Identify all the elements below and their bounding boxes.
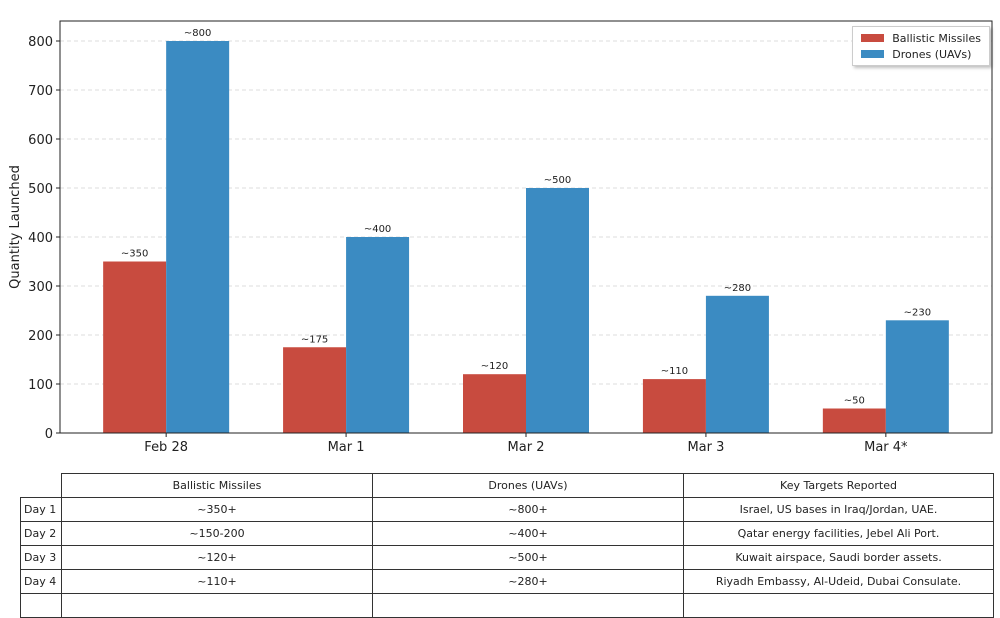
data-label: ~175 — [301, 334, 328, 345]
data-label: ~50 — [844, 396, 865, 407]
x-tick-label: Feb 28 — [144, 440, 188, 455]
legend-item-drones: Drones (UAVs) — [861, 46, 981, 62]
row-header: Day 3 — [20, 545, 62, 570]
legend-item-ballistic: Ballistic Missiles — [861, 30, 981, 46]
bar-ballistic — [463, 374, 526, 433]
row-header: Day 1 — [20, 497, 62, 522]
bar-drones — [705, 295, 769, 433]
table-header: Ballistic Missiles — [61, 473, 373, 498]
plot-frame — [59, 20, 993, 434]
legend-label: Drones (UAVs) — [892, 47, 972, 61]
table-cell: ~120+ — [61, 545, 373, 570]
table-cell: ~500+ — [372, 545, 684, 570]
bar-ballistic — [642, 379, 706, 433]
bar-drones — [166, 41, 230, 433]
bar-ballistic — [103, 261, 167, 433]
y-tick-label: 400 — [28, 231, 53, 246]
table-cell: ~110+ — [61, 569, 373, 594]
y-tick-label: 100 — [28, 378, 53, 393]
table-cell: Kuwait airspace, Saudi border assets. — [683, 545, 994, 570]
table-cell: ~350+ — [61, 497, 373, 522]
table-row: Day 3 ~120+ ~500+ Kuwait airspace, Saudi bo… — [20, 545, 994, 570]
data-label: ~400 — [364, 224, 391, 235]
bar-chart: 0 100 200 300 400 500 600 700 800 ~350 ~175 ~120 ~11… — [8, 20, 993, 455]
legend-label: Ballistic Missiles — [892, 31, 981, 45]
data-label: ~280 — [724, 283, 751, 294]
table-row: Day 2 ~150-200 ~400+ Qatar energy facilitie… — [20, 521, 994, 546]
y-tick-label: 600 — [28, 133, 53, 148]
table-cell — [683, 593, 994, 618]
data-table: Ballistic Missiles Drones (UAVs) Key Tar… — [20, 473, 994, 618]
bar-drones — [885, 320, 949, 433]
table-header: Drones (UAVs) — [372, 473, 684, 498]
legend-swatch-red — [861, 34, 885, 42]
table-cell: Qatar energy facilities, Jebel Ali Port. — [683, 521, 994, 546]
data-label: ~120 — [481, 361, 508, 372]
row-header — [20, 593, 62, 618]
table-row: Day 1 ~350+ ~800+ Israel, US bases in Iraq/… — [20, 497, 994, 522]
data-label: ~800 — [184, 28, 211, 39]
table-header-row: Ballistic Missiles Drones (UAVs) Key Tar… — [20, 473, 994, 498]
table-cell: ~280+ — [372, 569, 684, 594]
table-header-blank — [20, 473, 62, 498]
table-cell: Riyadh Embassy, Al-Udeid, Dubai Consulat… — [683, 569, 994, 594]
data-label: ~350 — [121, 249, 148, 260]
table-row: Day 4 ~110+ ~280+ Riyadh Embassy, Al-Udeid,… — [20, 569, 994, 594]
bar-drones — [526, 188, 589, 433]
y-tick-label: 800 — [28, 35, 53, 50]
legend: Ballistic Missiles Drones (UAVs) — [852, 26, 990, 66]
y-tick-label: 500 — [28, 182, 53, 197]
data-label: ~500 — [544, 175, 571, 186]
y-axis-label: Quantity Launched — [8, 165, 23, 289]
bar-ballistic — [822, 408, 886, 433]
bar-drones — [346, 237, 410, 433]
y-tick-label: 700 — [28, 84, 53, 99]
x-tick-label: Mar 2 — [508, 440, 545, 455]
row-header: Day 4 — [20, 569, 62, 594]
table-cell: ~400+ — [372, 521, 684, 546]
table-cell: Israel, US bases in Iraq/Jordan, UAE. — [683, 497, 994, 522]
table-cell: ~150-200 — [61, 521, 373, 546]
table-cell — [61, 593, 373, 618]
row-header: Day 2 — [20, 521, 62, 546]
data-label: ~230 — [904, 307, 931, 318]
y-tick-label: 0 — [45, 427, 53, 442]
data-label: ~110 — [661, 366, 688, 377]
y-tick-label: 300 — [28, 280, 53, 295]
table-header: Key Targets Reported — [683, 473, 994, 498]
bar-ballistic — [283, 347, 347, 433]
table-cell — [372, 593, 684, 618]
x-tick-label: Mar 3 — [687, 440, 724, 455]
legend-swatch-blue — [861, 50, 885, 58]
table-row — [20, 593, 994, 618]
x-tick-label: Mar 4* — [864, 440, 908, 455]
table-cell: ~800+ — [372, 497, 684, 522]
x-tick-label: Mar 1 — [328, 440, 365, 455]
y-tick-label: 200 — [28, 329, 53, 344]
